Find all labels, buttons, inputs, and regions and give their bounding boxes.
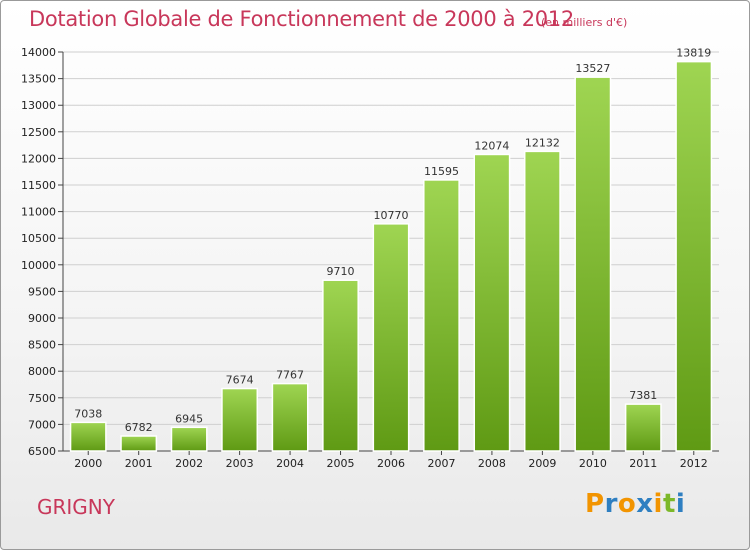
logo-letter: r — [604, 489, 618, 519]
bar-2007 — [423, 179, 460, 452]
x-tick-label: 2001 — [125, 457, 153, 470]
logo-letter: t — [662, 489, 676, 519]
x-tick-label: 2005 — [327, 457, 355, 470]
logo-letter: x — [636, 489, 654, 519]
value-label-2003: 7674 — [226, 374, 254, 387]
value-label-2010: 13527 — [575, 62, 610, 75]
proxiti-logo: Proxiti — [585, 489, 685, 519]
x-tick-label: 2006 — [377, 457, 405, 470]
bar-2002 — [170, 426, 208, 452]
value-label-2006: 10770 — [374, 209, 409, 222]
bar-2003 — [221, 387, 259, 452]
value-label-2001: 6782 — [125, 421, 153, 434]
y-tick-label: 8500 — [28, 339, 56, 352]
y-tick-label: 10500 — [21, 232, 56, 245]
bar-2000 — [69, 421, 107, 452]
y-tick-label: 14000 — [21, 46, 56, 59]
bar-2006 — [372, 223, 410, 452]
bar-2001 — [120, 435, 158, 452]
value-label-2004: 7767 — [276, 369, 304, 382]
y-tick-label: 6500 — [28, 445, 56, 458]
value-label-2002: 6945 — [175, 412, 203, 425]
x-tick-label: 2011 — [629, 457, 657, 470]
value-label-2007: 11595 — [424, 165, 459, 178]
bar-2005 — [322, 279, 359, 452]
x-tick-label: 2003 — [226, 457, 254, 470]
logo-letter: i — [653, 489, 663, 519]
x-tick-label: 2012 — [680, 457, 708, 470]
chart-subtitle: (en milliers d'€) — [541, 16, 628, 29]
value-label-2009: 12132 — [525, 136, 560, 149]
y-tick-label: 7000 — [28, 418, 56, 431]
y-tick-label: 12500 — [21, 126, 56, 139]
y-tick-label: 10000 — [21, 259, 56, 272]
commune-name: GRIGNY — [37, 495, 115, 519]
x-tick-label: 2008 — [478, 457, 506, 470]
y-tick-label: 9000 — [28, 312, 56, 325]
bar-2011 — [624, 403, 662, 452]
bar-2009 — [523, 150, 561, 452]
y-tick-label: 12000 — [21, 152, 56, 165]
bar-2004 — [271, 382, 309, 452]
value-label-2011: 7381 — [629, 389, 657, 402]
bar-2012 — [675, 60, 713, 452]
x-tick-label: 2004 — [276, 457, 304, 470]
value-label-2005: 9710 — [327, 265, 355, 278]
y-tick-label: 13000 — [21, 99, 56, 112]
y-tick-label: 7500 — [28, 392, 56, 405]
bar-2008 — [473, 153, 511, 452]
x-axis-ticks: 2000 2001 2002 2003 2004 2005 2006 2007 2008 2009… — [74, 451, 708, 470]
y-tick-label: 13500 — [21, 73, 56, 86]
y-tick-label: 11500 — [21, 179, 56, 192]
x-tick-label: 2000 — [74, 457, 102, 470]
value-label-2000: 7038 — [74, 407, 102, 420]
value-labels: 7038 6782 6945 7674 7767 9710 10770 11595 12074 1… — [74, 47, 711, 434]
bars — [69, 60, 713, 452]
logo-letter: i — [675, 489, 686, 519]
bar-2010 — [574, 76, 612, 452]
x-tick-label: 2002 — [175, 457, 203, 470]
chart-title: Dotation Globale de Fonctionnement de 20… — [29, 7, 574, 31]
x-tick-label: 2010 — [579, 457, 607, 470]
logo-letter: P — [585, 489, 605, 519]
value-label-2008: 12074 — [474, 139, 509, 152]
y-tick-label: 9500 — [28, 285, 56, 298]
x-tick-label: 2007 — [427, 457, 455, 470]
value-label-2012: 13819 — [676, 47, 711, 60]
y-axis-ticks: 6500 7000 7500 8000 8500 9000 9500 10000 10500 11… — [21, 46, 63, 458]
y-tick-label: 8000 — [28, 365, 56, 378]
y-tick-label: 11000 — [21, 206, 56, 219]
x-tick-label: 2009 — [528, 457, 556, 470]
logo-letter: o — [617, 489, 637, 519]
